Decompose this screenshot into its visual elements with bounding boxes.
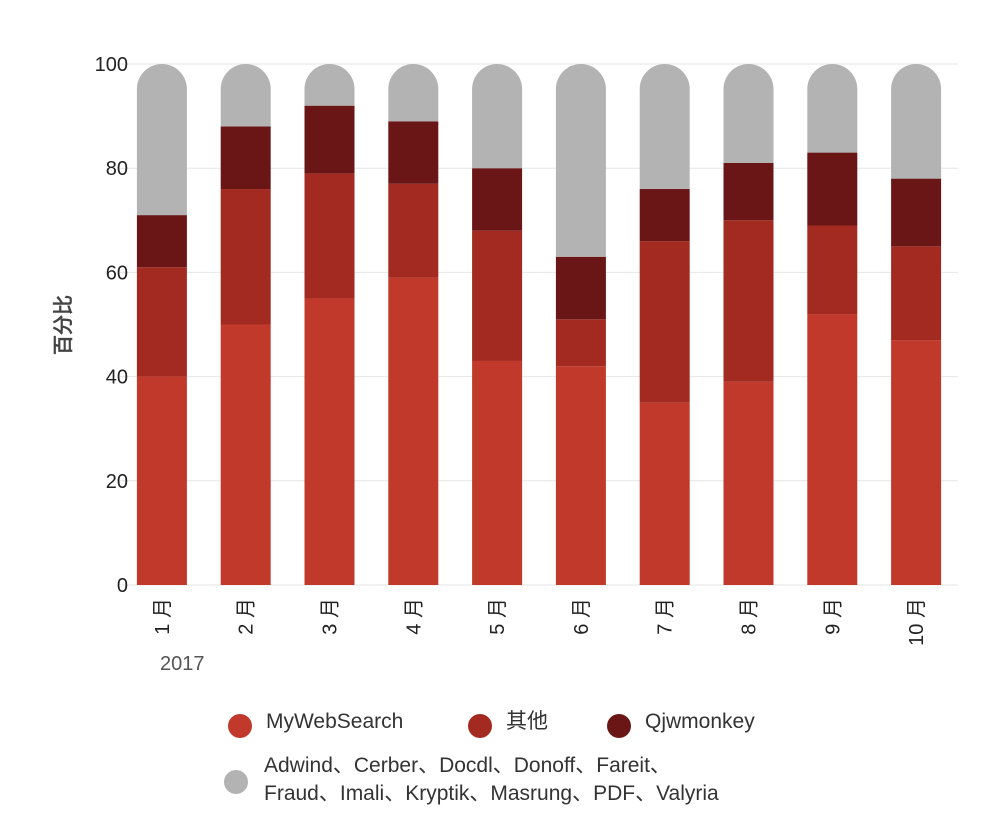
y-tick-label: 20 [106, 471, 128, 493]
bars [136, 63, 942, 585]
bar-segment [807, 152, 858, 226]
bar-segment [807, 64, 858, 153]
bar-segment [472, 168, 523, 231]
bar-segment [723, 64, 774, 163]
bar-segment [388, 277, 439, 585]
bar-segment [220, 63, 271, 127]
bar-segment [304, 64, 355, 106]
bar-segment [723, 381, 774, 585]
bar-segment [304, 298, 355, 585]
bar-segment [220, 189, 271, 325]
bar-segment [388, 121, 439, 184]
bar-segment [220, 126, 271, 190]
bar-segment [220, 324, 271, 585]
legend-label: MyWebSearch [266, 710, 404, 733]
x-tick-label: 4 月 [403, 598, 425, 635]
bar-segment [472, 64, 523, 169]
legend-label: 其他 [506, 710, 548, 733]
x-axis-year-label: 2017 [160, 653, 205, 675]
y-axis-label: 百分比 [51, 295, 75, 355]
x-tick-label: 8 月 [739, 598, 761, 635]
bar-segment [639, 241, 690, 403]
bar-segment [555, 366, 606, 585]
y-tick-labels: 0 20 40 60 80 100 [95, 54, 128, 597]
bar-segment [639, 64, 690, 190]
bar-segment [304, 105, 355, 174]
x-tick-label: 10 月 [906, 598, 928, 646]
bar-segment [136, 267, 187, 377]
x-tick-labels: 1 月 2 月 3 月 4 月 5 月 6 月 7 月 8 月 9 月 10 月 [152, 598, 928, 646]
bar-segment [807, 314, 858, 585]
y-tick-label: 60 [106, 262, 128, 284]
y-tick-label: 40 [106, 367, 128, 389]
bar-segment [639, 189, 690, 242]
bar-segment [555, 256, 606, 320]
x-tick-label: 1 月 [152, 598, 174, 635]
bar-segment [136, 64, 187, 216]
legend-item: 其他 [468, 708, 548, 738]
x-tick-label: 7 月 [655, 598, 677, 635]
bar-segment [136, 215, 187, 268]
bar-segment [891, 178, 942, 247]
legend-label: Adwind、Cerber、Docdl、Donoff、Fareit、 Fraud… [264, 754, 719, 805]
bar-segment [555, 64, 606, 257]
bar-segment [639, 402, 690, 585]
bar-segment [388, 64, 439, 122]
legend-swatch [607, 714, 631, 738]
y-tick-label: 100 [95, 54, 128, 76]
legend-item: MyWebSearch [228, 708, 403, 738]
y-tick-label: 0 [117, 575, 128, 597]
legend: MyWebSearch 其他 Qjwmonkey Adwind、Cerber、Docd… [0, 700, 1000, 830]
bar-segment [555, 319, 606, 367]
bar-segment [807, 225, 858, 315]
legend-label: Qjwmonkey [645, 710, 755, 733]
legend-swatch [468, 714, 492, 738]
x-tick-label: 6 月 [571, 598, 593, 635]
bar-segment [136, 376, 187, 585]
x-tick-label: 9 月 [822, 598, 844, 635]
bar-segment [472, 230, 523, 361]
x-tick-label: 3 月 [320, 598, 342, 635]
legend-item: Qjwmonkey [607, 708, 755, 738]
bar-segment [891, 340, 942, 585]
legend-swatch [228, 714, 252, 738]
legend-item: Adwind、Cerber、Docdl、Donoff、Fareit、 Fraud… [224, 752, 719, 808]
x-tick-label: 2 月 [236, 598, 258, 635]
y-tick-label: 80 [106, 158, 128, 180]
bar-segment [891, 64, 942, 179]
bar-segment [723, 220, 774, 382]
stacked-bar-chart: 0 20 40 60 80 100 1 月 2 月 3 月 4 月 5 月 6 月 7 月 8 月 9 月… [51, 54, 958, 675]
x-tick-label: 5 月 [487, 598, 509, 635]
bar-segment [723, 162, 774, 221]
bar-segment [472, 360, 523, 585]
legend-swatch [224, 770, 248, 794]
bar-segment [388, 183, 439, 278]
bar-segment [304, 173, 355, 299]
bar-segment [891, 246, 942, 341]
